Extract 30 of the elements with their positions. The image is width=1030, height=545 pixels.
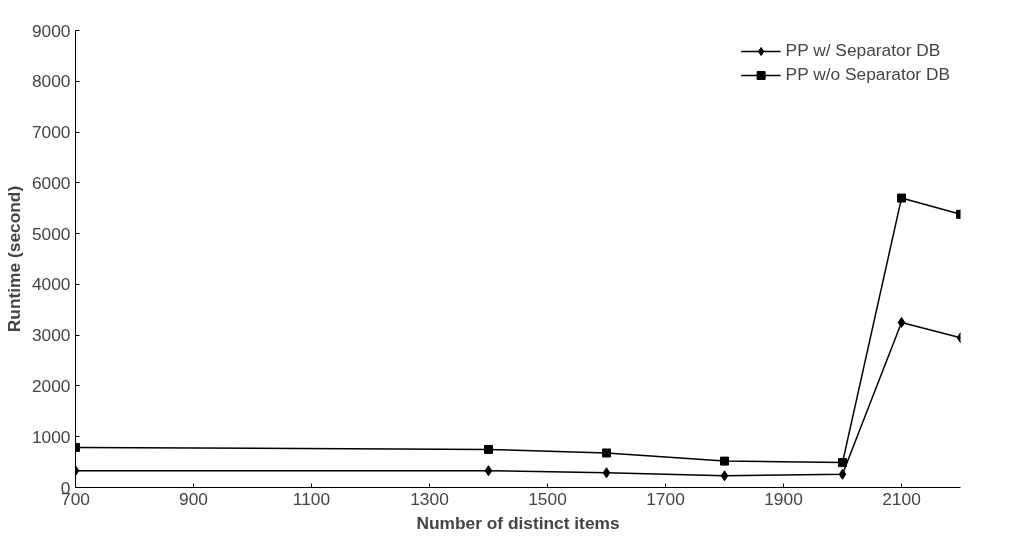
point [720,470,729,482]
x-tick-label: 1300 [410,488,449,509]
y-tick-label: 3000 [31,325,71,346]
y-tick-label: 2000 [31,375,71,396]
legend-label: PP w/o Separator DB [785,64,950,85]
point [897,193,906,203]
point [838,458,847,468]
x-tick-label: 1900 [764,488,803,509]
point [484,444,493,454]
y-tick-label: 7000 [31,122,71,143]
y-tick-label: 9000 [31,20,71,41]
point [602,448,611,458]
x-tick-label: 1100 [292,488,331,509]
y-tick-label: 1000 [31,426,71,447]
y-tick-label: 8000 [31,71,71,92]
y-tick-label: 4000 [31,274,71,295]
y-axis-title: Runtime (second) [3,185,24,333]
y-tick-label: 5000 [31,223,71,244]
y-tick-label: 6000 [31,172,71,193]
x-tick-label: 2100 [882,488,921,509]
x-tick-label: 1700 [646,488,685,509]
x-tick-label: 1500 [528,488,567,509]
point [838,468,847,480]
point [720,456,729,466]
point [897,316,906,328]
x-axis-title: Number of distinct items [416,512,620,533]
point [602,467,611,479]
legend-label: PP w/ Separator DB [785,40,941,61]
x-tick-label: 900 [179,488,208,509]
point [484,465,493,477]
